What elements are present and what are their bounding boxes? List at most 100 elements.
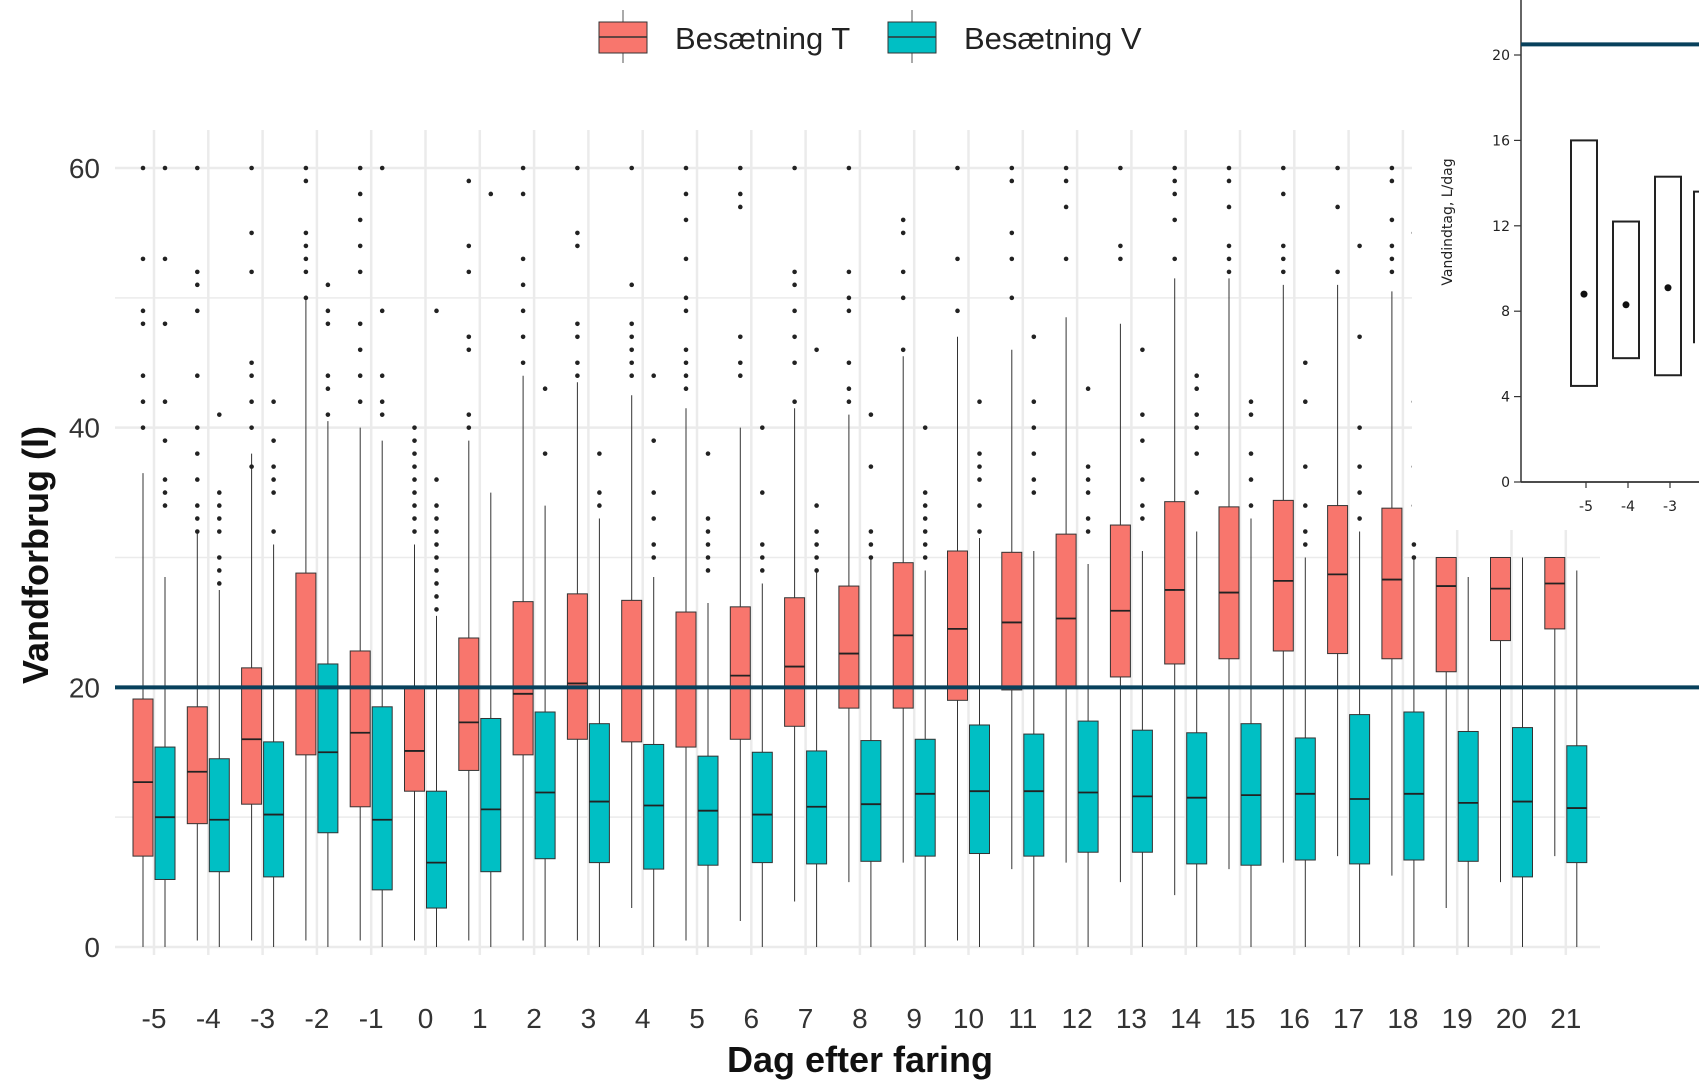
outlier-point xyxy=(1226,243,1232,249)
outlier-point xyxy=(1172,191,1177,197)
outlier-point xyxy=(629,373,634,379)
outlier-point xyxy=(195,165,200,171)
outlier-point xyxy=(466,347,472,353)
outlier-point xyxy=(814,542,819,547)
outlier-point xyxy=(357,321,363,327)
outlier-point xyxy=(1140,477,1145,482)
x-tick-label: 21 xyxy=(1550,1003,1581,1034)
outlier-point xyxy=(683,217,689,223)
outlier-point xyxy=(542,451,548,456)
outlier-point xyxy=(195,529,200,534)
outlier-point xyxy=(955,256,960,262)
outlier-point xyxy=(162,399,168,405)
box-body xyxy=(621,599,643,743)
outlier-point xyxy=(162,165,168,171)
x-tick-label: 3 xyxy=(581,1003,597,1034)
outlier-point xyxy=(140,373,146,379)
x-tick-label: 20 xyxy=(1496,1003,1527,1034)
outlier-point xyxy=(814,503,819,508)
inset-box-partial xyxy=(1693,190,1699,344)
box-body xyxy=(1109,524,1131,678)
outlier-point xyxy=(434,581,439,586)
outlier-point xyxy=(683,256,689,262)
outlier-point xyxy=(705,555,711,560)
outlier-point xyxy=(846,399,852,405)
x-axis-title: Dag efter faring xyxy=(727,1039,993,1080)
outlier-point xyxy=(140,165,146,171)
x-tick-label: 18 xyxy=(1387,1003,1418,1034)
box-body xyxy=(1077,720,1099,853)
x-tick-label: 0 xyxy=(418,1003,434,1034)
box-body xyxy=(1164,501,1186,665)
outlier-point xyxy=(140,321,146,327)
outlier-point xyxy=(575,373,580,379)
outlier-point xyxy=(868,555,874,560)
outlier-point xyxy=(271,438,276,443)
outlier-point xyxy=(325,321,331,327)
outlier-point xyxy=(792,308,797,314)
outlier-point xyxy=(1389,178,1395,184)
outlier-point xyxy=(1031,490,1037,495)
x-tick-label: 6 xyxy=(744,1003,760,1034)
box-body xyxy=(643,743,665,870)
outlier-point xyxy=(900,295,906,301)
outlier-point xyxy=(1009,178,1015,184)
outlier-point xyxy=(412,516,417,521)
outlier-point xyxy=(683,386,689,392)
outlier-point xyxy=(1281,269,1286,275)
outlier-point xyxy=(1248,451,1254,456)
outlier-point xyxy=(846,295,852,301)
outlier-point xyxy=(792,360,797,366)
outlier-point xyxy=(1172,165,1177,171)
outlier-point xyxy=(1357,490,1362,495)
main-boxes xyxy=(132,165,1588,947)
box-body xyxy=(132,698,154,857)
outlier-point xyxy=(1357,516,1362,521)
outlier-point xyxy=(162,321,168,327)
outlier-point xyxy=(792,165,797,171)
outlier-point xyxy=(1194,425,1199,430)
outlier-point xyxy=(195,516,200,521)
inset-x-tick-label: -4 xyxy=(1621,499,1635,515)
outlier-point xyxy=(1031,451,1037,456)
box-body xyxy=(1131,729,1153,853)
outlier-point xyxy=(597,490,602,495)
inset-x-tick-label: -5 xyxy=(1579,499,1593,515)
outlier-point xyxy=(792,399,797,405)
inset-x-tick-label: -3 xyxy=(1663,499,1677,515)
x-tick-label: 8 xyxy=(852,1003,868,1034)
outlier-point xyxy=(542,386,548,392)
outlier-point xyxy=(738,204,743,210)
outlier-point xyxy=(162,477,168,482)
box-body xyxy=(263,741,285,878)
outlier-point xyxy=(1389,256,1395,262)
outlier-point xyxy=(1140,412,1145,417)
main-grid xyxy=(115,130,1600,955)
inset-y-tick-label: 12 xyxy=(1492,219,1510,235)
outlier-point xyxy=(379,399,385,405)
outlier-point xyxy=(1085,386,1091,392)
outlier-point xyxy=(1063,204,1069,210)
outlier-point xyxy=(1248,412,1254,417)
outlier-point xyxy=(868,529,874,534)
outlier-point xyxy=(303,243,309,249)
outlier-point xyxy=(249,360,254,366)
outlier-point xyxy=(434,529,439,534)
box-body xyxy=(208,758,230,873)
box-body xyxy=(349,650,371,808)
outlier-point xyxy=(379,412,385,417)
outlier-point xyxy=(1031,399,1037,405)
inset-box-body xyxy=(1612,220,1640,360)
outlier-point xyxy=(1248,399,1254,405)
box-body xyxy=(371,706,393,891)
outlier-point xyxy=(1194,451,1199,456)
outlier-point xyxy=(955,308,960,314)
outlier-point xyxy=(1118,256,1123,262)
outlier-point xyxy=(900,217,906,223)
outlier-point xyxy=(1357,464,1362,469)
outlier-point xyxy=(195,477,200,482)
x-tick-label: 14 xyxy=(1170,1003,1201,1034)
legend: Besætning T Besætning V xyxy=(598,10,1142,63)
outlier-point xyxy=(271,490,276,495)
outlier-point xyxy=(466,412,472,417)
